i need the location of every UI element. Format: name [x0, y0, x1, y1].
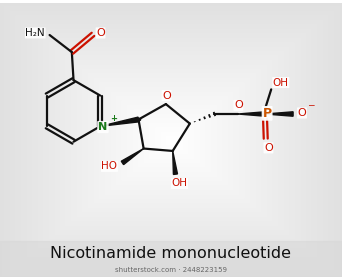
Polygon shape [100, 117, 139, 126]
Polygon shape [173, 151, 177, 174]
Text: OH: OH [273, 78, 289, 88]
Text: shutterstock.com · 2448223159: shutterstock.com · 2448223159 [115, 267, 227, 273]
Text: Nicotinamide mononucleotide: Nicotinamide mononucleotide [51, 246, 291, 261]
Text: O: O [298, 108, 306, 118]
Text: O: O [234, 101, 243, 110]
Text: O: O [96, 28, 105, 38]
Polygon shape [121, 149, 144, 165]
Text: OH: OH [172, 178, 187, 188]
Text: P: P [263, 107, 272, 120]
Text: −: − [307, 100, 315, 109]
Text: H₂N: H₂N [25, 28, 45, 38]
Text: HO: HO [102, 161, 117, 171]
Polygon shape [238, 112, 265, 116]
Text: O: O [162, 90, 171, 101]
Bar [0, 241, 342, 277]
Text: +: + [110, 114, 117, 123]
Polygon shape [265, 112, 293, 116]
Text: N: N [98, 122, 107, 132]
Text: O: O [264, 143, 273, 153]
